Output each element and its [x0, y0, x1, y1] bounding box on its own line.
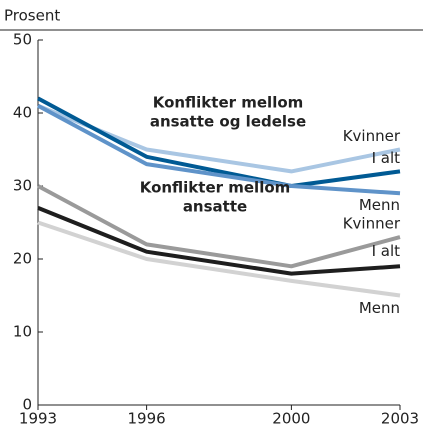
- y-axis-label: Prosent: [4, 7, 60, 25]
- y-tick-label: 10: [13, 323, 32, 341]
- y-tick-label: 0: [22, 396, 32, 414]
- annotation: Konflikter mellom: [153, 94, 304, 112]
- x-tick-label: 1993: [19, 410, 57, 428]
- x-tick-label: 2003: [381, 410, 419, 428]
- y-tick-label: 40: [13, 104, 32, 122]
- series-label: I alt: [372, 242, 401, 260]
- line: [37, 103, 401, 196]
- series-label: Kvinner: [343, 127, 401, 145]
- series-label: Menn: [359, 196, 400, 214]
- line: [37, 206, 401, 276]
- line: [37, 96, 401, 188]
- x-tick-label: 2000: [272, 410, 310, 428]
- line: [37, 220, 401, 298]
- y-tick-label: 30: [13, 177, 32, 195]
- series-label: I alt: [372, 149, 401, 167]
- y-tick-label: 50: [13, 31, 32, 49]
- annotation: ansatte: [183, 198, 247, 216]
- line: [37, 184, 401, 269]
- y-tick-label: 20: [13, 250, 32, 268]
- series-label: Menn: [359, 299, 400, 317]
- annotation: Konflikter mellom: [140, 179, 291, 197]
- annotation: ansatte og ledelse: [150, 113, 306, 131]
- series-label: Kvinner: [343, 215, 401, 233]
- x-tick-label: 1996: [128, 410, 166, 428]
